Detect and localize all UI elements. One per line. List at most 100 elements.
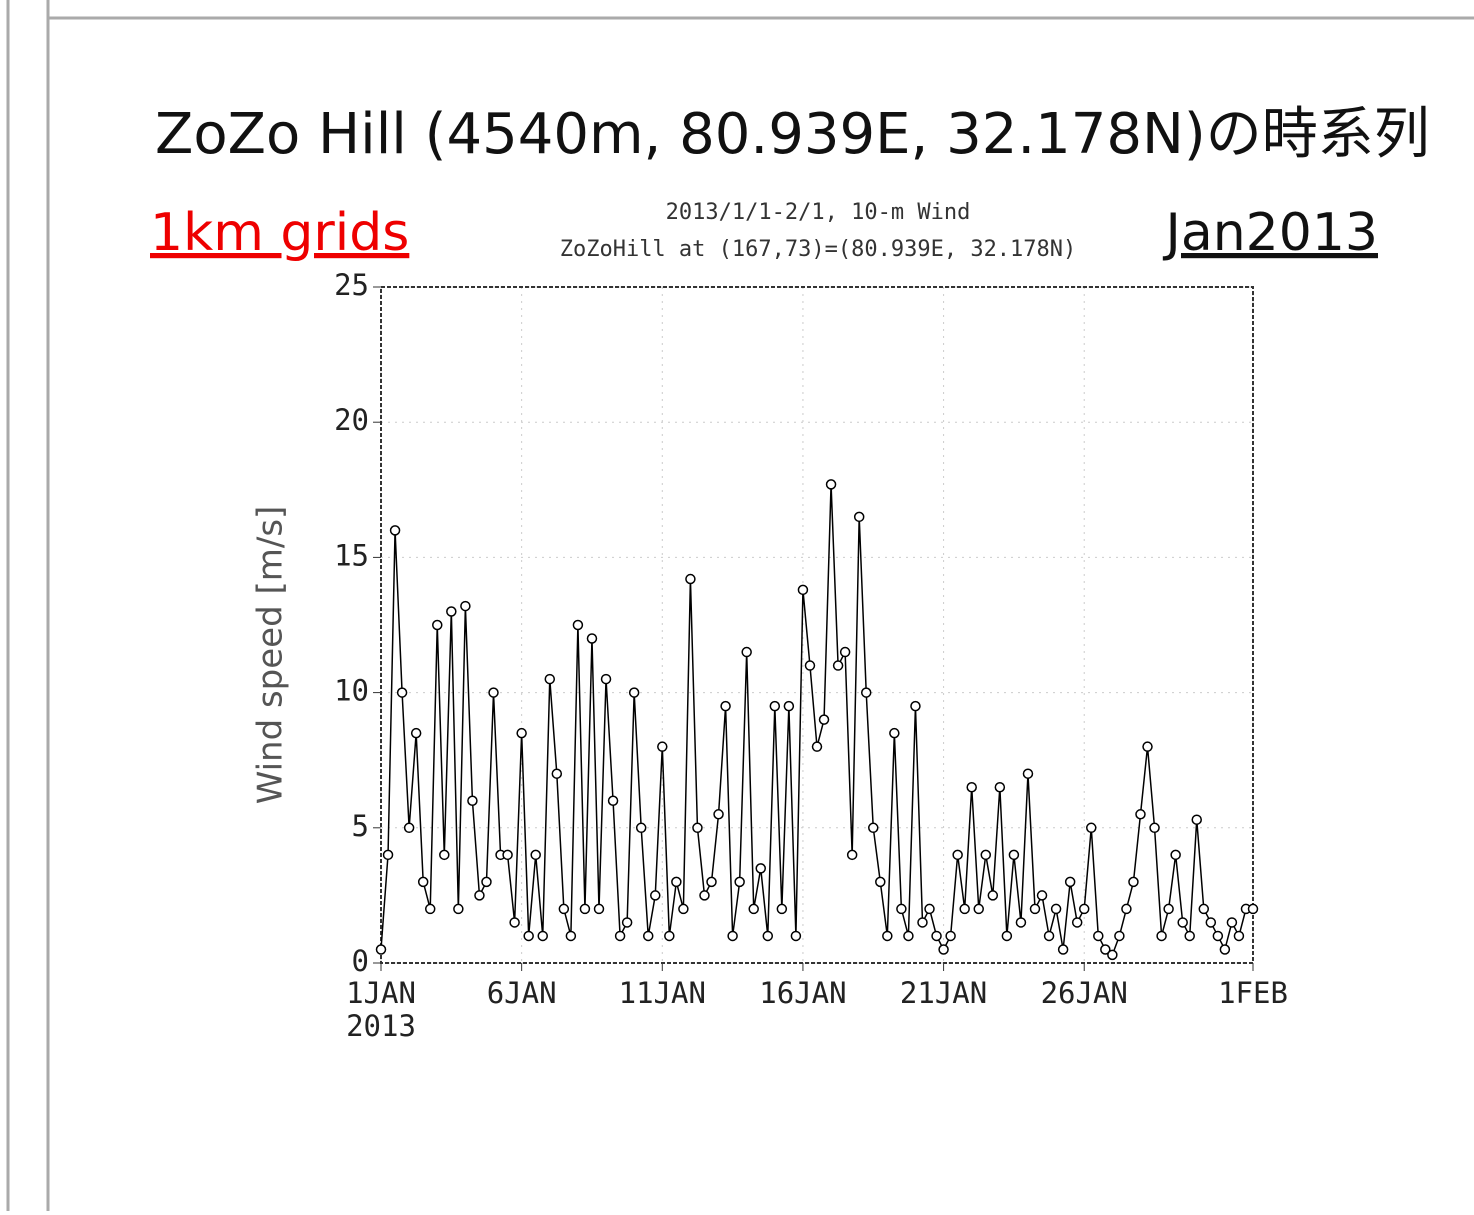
data-point bbox=[474, 890, 485, 901]
data-point bbox=[1142, 741, 1153, 752]
data-point bbox=[811, 741, 823, 752]
data-point bbox=[389, 525, 401, 536]
data-point bbox=[832, 660, 844, 671]
data-point bbox=[579, 903, 591, 915]
data-point bbox=[572, 619, 584, 631]
data-point bbox=[607, 795, 619, 807]
data-point bbox=[797, 584, 809, 596]
data-point bbox=[980, 849, 992, 861]
data-point bbox=[846, 849, 858, 861]
data-point bbox=[839, 646, 851, 658]
data-point bbox=[931, 930, 942, 942]
data-point bbox=[396, 687, 408, 698]
data-point bbox=[1219, 944, 1231, 955]
data-point bbox=[558, 903, 570, 915]
data-point bbox=[987, 890, 999, 901]
data-point bbox=[1163, 903, 1174, 915]
data-point bbox=[460, 600, 471, 612]
data-point bbox=[1057, 944, 1069, 955]
data-point bbox=[1008, 849, 1020, 861]
data-point bbox=[1114, 930, 1125, 942]
data-point bbox=[959, 903, 970, 915]
data-point bbox=[537, 930, 548, 942]
data-point bbox=[593, 903, 605, 915]
data-point bbox=[586, 633, 598, 644]
data-point bbox=[403, 822, 415, 834]
data-line bbox=[380, 484, 1253, 957]
data-point bbox=[1078, 903, 1090, 915]
annotation: Jan2013 bbox=[1163, 203, 1379, 263]
data-point bbox=[741, 646, 752, 658]
data-point bbox=[783, 700, 795, 712]
y-tick-label: 20 bbox=[334, 403, 369, 437]
data-point bbox=[889, 727, 900, 739]
data-point bbox=[994, 781, 1006, 793]
data-point bbox=[1064, 876, 1076, 888]
data-point bbox=[699, 890, 710, 901]
data-point bbox=[882, 930, 893, 942]
data-point bbox=[804, 660, 816, 671]
data-point bbox=[1128, 876, 1139, 888]
data-point bbox=[488, 687, 499, 698]
data-point bbox=[1212, 930, 1224, 942]
data-point bbox=[917, 917, 928, 928]
data-point bbox=[1121, 903, 1132, 915]
data-point bbox=[1100, 944, 1111, 955]
data-point bbox=[1022, 768, 1034, 779]
data-point bbox=[1086, 822, 1097, 834]
data-point bbox=[509, 917, 520, 928]
data-point bbox=[1107, 949, 1118, 961]
data-point bbox=[375, 944, 387, 955]
data-point bbox=[966, 781, 977, 793]
data-point bbox=[1198, 903, 1210, 915]
subtitle: ZoZoHill at (167,73)=(80.939E, 32.178N) bbox=[560, 237, 1077, 262]
data-point bbox=[664, 930, 675, 942]
data-point bbox=[1001, 930, 1013, 942]
data-point bbox=[1233, 930, 1245, 942]
data-point bbox=[924, 903, 935, 915]
data-point bbox=[467, 795, 478, 807]
data-point bbox=[853, 511, 865, 523]
data-point bbox=[1015, 917, 1027, 928]
data-point bbox=[1050, 903, 1062, 915]
data-point bbox=[424, 903, 436, 915]
x-tick-label: 16JAN bbox=[759, 976, 846, 1010]
data-point bbox=[1226, 917, 1238, 928]
data-point bbox=[446, 606, 457, 617]
data-point bbox=[530, 849, 541, 861]
data-point bbox=[657, 741, 668, 752]
data-point bbox=[769, 700, 781, 712]
data-point bbox=[1135, 809, 1146, 820]
data-point bbox=[481, 876, 492, 888]
data-point bbox=[1149, 822, 1160, 834]
data-point bbox=[635, 822, 647, 834]
data-point bbox=[678, 903, 689, 915]
data-point bbox=[706, 876, 717, 888]
data-point bbox=[910, 700, 921, 712]
data-point bbox=[818, 714, 830, 725]
data-point bbox=[565, 930, 577, 942]
data-point bbox=[1036, 890, 1048, 901]
data-point bbox=[1156, 930, 1167, 942]
data-point bbox=[692, 822, 703, 834]
y-tick-label: 15 bbox=[334, 538, 369, 572]
data-point bbox=[868, 822, 879, 834]
data-point bbox=[1093, 930, 1104, 942]
chart-title: ZoZo Hill (4540m, 80.939E, 32.178N)の時系列 bbox=[155, 102, 1430, 167]
data-point bbox=[896, 903, 907, 915]
data-point bbox=[600, 673, 612, 685]
data-point bbox=[453, 903, 464, 915]
data-point bbox=[1170, 849, 1181, 861]
data-point bbox=[1071, 917, 1083, 928]
subtitle: 2013/1/1-2/1, 10-m Wind bbox=[666, 200, 971, 225]
data-point bbox=[1043, 930, 1055, 942]
data-point bbox=[642, 930, 654, 942]
data-point bbox=[1177, 917, 1188, 928]
data-point bbox=[720, 700, 731, 712]
data-point bbox=[903, 930, 914, 942]
data-point bbox=[671, 876, 682, 888]
data-point bbox=[614, 930, 626, 942]
data-point bbox=[432, 619, 443, 631]
data-point bbox=[938, 944, 949, 955]
y-tick-label: 5 bbox=[352, 809, 369, 843]
